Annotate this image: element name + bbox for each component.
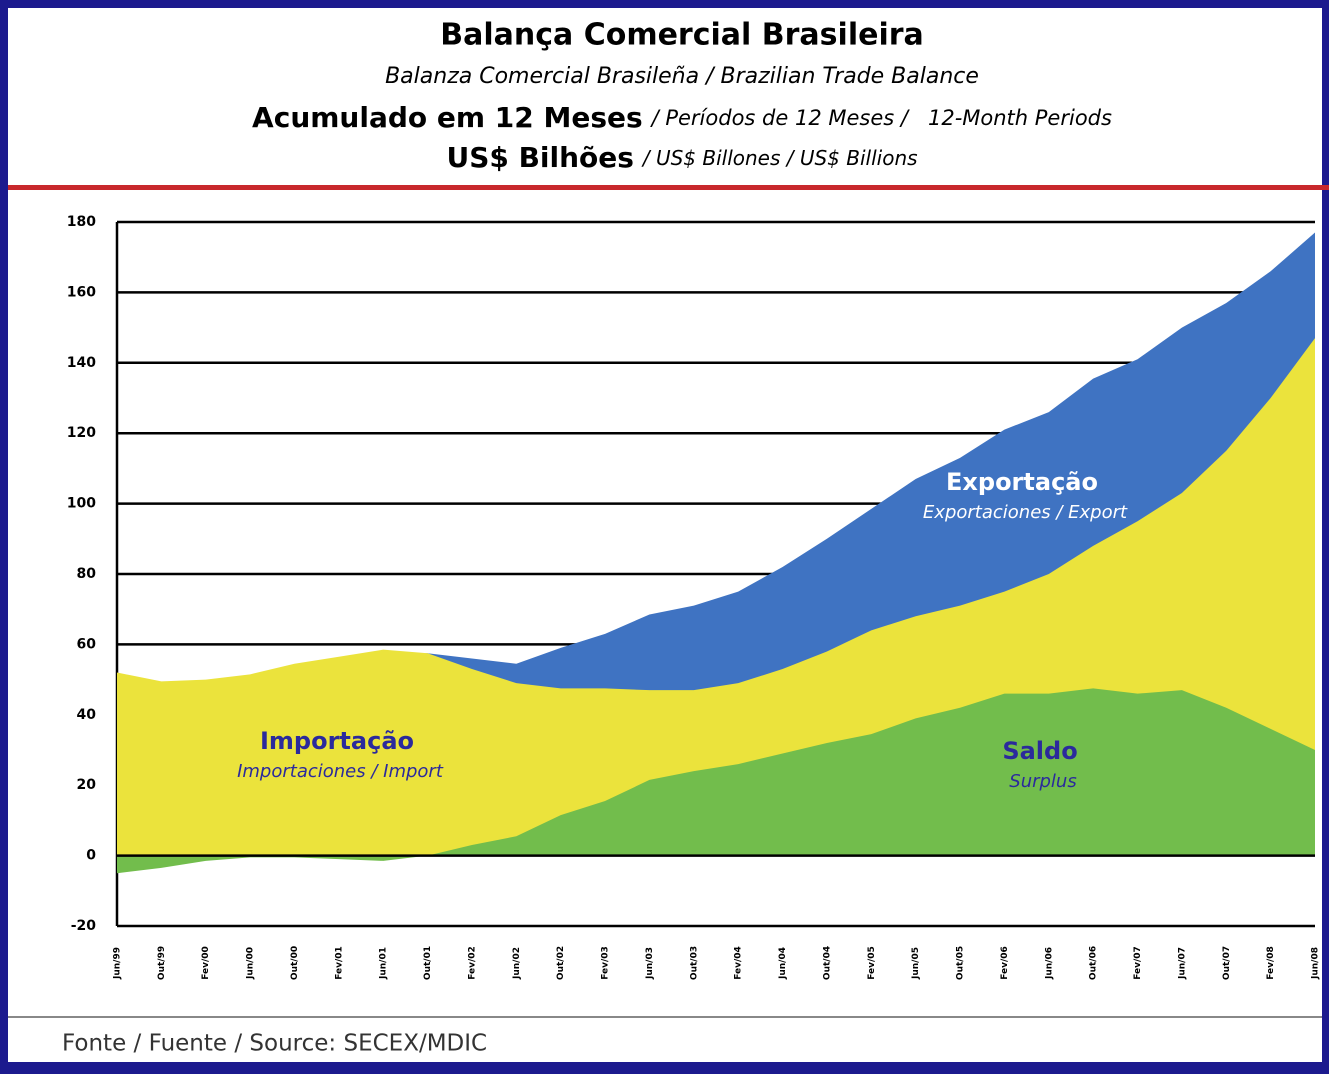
- y-tick-label: 160: [67, 284, 96, 300]
- x-tick-label: Fev/06: [1000, 946, 1010, 980]
- x-tick-label: Jun/99: [113, 947, 123, 980]
- chart-title: Balança Comercial Brasileira: [440, 18, 924, 53]
- separator: [8, 185, 1329, 190]
- series-label-translation: Exportaciones / Export: [923, 502, 1128, 523]
- x-tick-label: Jun/03: [645, 947, 655, 980]
- x-tick-label: Out/02: [556, 946, 566, 980]
- x-tick-label: Jun/05: [911, 947, 921, 980]
- series-label-translation: Surplus: [1009, 771, 1076, 792]
- y-tick-label: 140: [67, 355, 96, 371]
- y-tick-label: 180: [67, 214, 96, 230]
- period-label: Acumulado em 12 Meses: [252, 101, 643, 134]
- x-tick-label: Out/07: [1222, 946, 1232, 980]
- x-tick-label: Fev/03: [601, 946, 611, 980]
- unit-translations: / US$ Billones / US$ Billions: [641, 146, 918, 170]
- y-tick-label: 40: [77, 707, 97, 723]
- x-tick-label: Jun/01: [379, 947, 389, 980]
- x-tick-label: Jun/08: [1311, 947, 1321, 980]
- y-tick-label: 120: [67, 425, 96, 441]
- x-tick-label: Out/05: [956, 946, 966, 980]
- x-tick-label: Out/06: [1089, 946, 1099, 980]
- x-tick-label: Jun/07: [1177, 947, 1187, 980]
- x-tick-label: Jun/06: [1044, 947, 1054, 980]
- x-tick-label: Fev/05: [867, 946, 877, 980]
- x-tick-label: Out/01: [423, 946, 433, 980]
- unit-label: US$ Bilhões: [446, 141, 634, 174]
- x-tick-label: Jun/00: [246, 947, 256, 980]
- series-label: Saldo: [1002, 737, 1077, 765]
- source-note: Fonte / Fuente / Source: SECEX/MDIC: [62, 1031, 487, 1057]
- x-tick-label: Jun/02: [512, 947, 522, 980]
- series-label: Importação: [260, 727, 414, 755]
- y-tick-label: -20: [71, 918, 97, 934]
- series-label: Exportação: [946, 468, 1098, 496]
- period-translations: / Períodos de 12 Meses / 12-Month Period…: [650, 106, 1112, 130]
- y-tick-label: 100: [67, 496, 96, 512]
- y-tick-label: 80: [77, 566, 97, 582]
- x-tick-label: Fev/00: [201, 946, 211, 980]
- x-tick-label: Jun/04: [778, 947, 788, 980]
- chart-subtitle: Balanza Comercial Brasileña / Brazilian …: [385, 64, 979, 89]
- x-tick-label: Fev/02: [467, 946, 477, 980]
- x-tick-label: Fev/04: [734, 946, 744, 980]
- x-tick-label: Fev/07: [1133, 946, 1143, 980]
- x-tick-label: Out/03: [689, 946, 699, 980]
- y-tick-label: 0: [86, 848, 96, 864]
- x-tick-label: Out/04: [822, 946, 832, 980]
- y-tick-label: 60: [77, 636, 97, 652]
- footer-rule: [8, 1016, 1322, 1018]
- x-tick-label: Fev/01: [334, 946, 344, 980]
- x-tick-label: Fev/08: [1266, 946, 1276, 980]
- period-line: Acumulado em 12 Meses / Períodos de 12 M…: [252, 101, 1112, 134]
- x-tick-label: Out/99: [157, 946, 167, 980]
- x-tick-label: Out/00: [290, 946, 300, 980]
- unit-line: US$ Bilhões / US$ Billones / US$ Billion…: [446, 141, 917, 174]
- series-label-translation: Importaciones / Import: [237, 761, 444, 782]
- area: [117, 688, 1315, 874]
- y-tick-label: 20: [77, 777, 97, 793]
